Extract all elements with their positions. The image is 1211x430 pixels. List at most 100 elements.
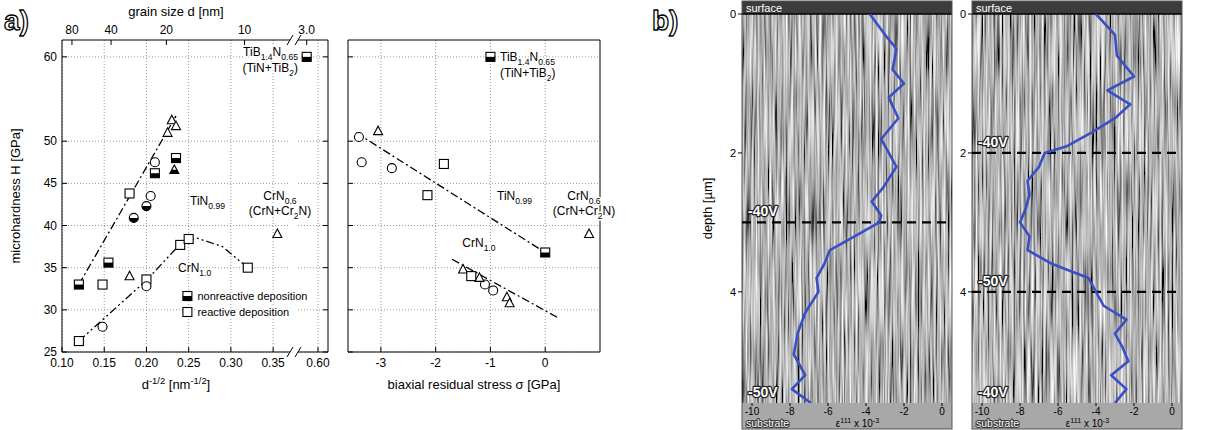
grid-line-y	[348, 183, 600, 184]
grid-line-y	[298, 267, 328, 268]
marker-fill	[170, 170, 179, 174]
x-tick	[62, 347, 63, 352]
y-tick	[348, 56, 353, 57]
image-frame	[972, 1, 1182, 429]
plot-area	[972, 14, 1182, 403]
y-tick	[348, 225, 353, 226]
point	[150, 158, 159, 167]
text-part: CrN	[178, 261, 199, 275]
point	[475, 273, 484, 282]
text-part: -1/2	[190, 375, 206, 386]
text-part: -1	[485, 356, 496, 370]
text-part: ]	[207, 377, 211, 392]
axis-break	[295, 347, 301, 357]
annotation: TiB1.4N0.65	[500, 50, 555, 67]
grid-line-x	[545, 40, 546, 352]
point	[176, 240, 185, 249]
text-part: CrN	[263, 189, 284, 203]
point	[98, 280, 107, 289]
text-part: 0.99	[208, 201, 225, 211]
marker-fill	[183, 296, 192, 301]
panel-label: a)	[4, 5, 29, 36]
point	[125, 189, 134, 198]
text-part: 0.99	[515, 196, 532, 206]
text-part: TiB	[243, 45, 261, 59]
text-part: surface	[976, 2, 1012, 14]
marker-outline	[387, 164, 396, 173]
point	[505, 298, 514, 307]
marker-fill	[142, 206, 151, 211]
x-tick-label: 0	[939, 406, 945, 417]
legend-marker	[183, 308, 192, 317]
marker-outline	[273, 229, 282, 238]
grid-line-x	[490, 40, 491, 352]
y-tick	[62, 141, 67, 142]
y-tick	[968, 152, 972, 153]
y-tick	[62, 267, 67, 268]
y-tick-label: 35	[44, 261, 58, 275]
grid-line-y	[348, 309, 600, 310]
text-part: TiB	[500, 50, 518, 64]
image-panel-3: surface024-10-8-6-4-20substrateε111 x 10…	[700, 1, 952, 429]
point	[74, 280, 83, 289]
grid-line-x	[104, 40, 105, 352]
grid-line-y	[348, 267, 600, 268]
annotation: (TiN+TiB2)	[242, 61, 298, 78]
x2-tick-label: 3.0	[298, 23, 315, 37]
x-tick	[188, 347, 189, 352]
text-part: -6	[1054, 406, 1063, 417]
point	[142, 202, 151, 211]
text-part: N)	[603, 204, 616, 218]
x-tick-label: -6	[1054, 406, 1063, 417]
text-part: 50	[44, 134, 58, 148]
y-tick	[738, 14, 742, 15]
fit-line	[452, 259, 559, 318]
text-part: -1/2	[149, 375, 165, 386]
y-tick-label: 40	[44, 219, 58, 233]
text-part: 40	[104, 23, 118, 37]
text-part: 30	[44, 303, 58, 317]
x-tick-label: -8	[786, 406, 795, 417]
y-tick	[62, 352, 67, 353]
x-tick-label: 0.35	[261, 356, 285, 370]
y-tick	[62, 56, 67, 57]
layer-label: -40V	[978, 384, 1008, 400]
marker-fill	[104, 263, 113, 268]
y-tick	[323, 352, 328, 353]
text-part: 20	[160, 23, 174, 37]
point	[125, 271, 134, 280]
point	[541, 248, 550, 257]
annotation: (TiN+TiB2)	[500, 66, 556, 83]
x-tick-label: -1	[485, 356, 496, 370]
text-part: )	[294, 61, 298, 75]
substrate-label: substrate	[976, 417, 1019, 429]
point	[74, 337, 83, 346]
x-axis-title: d-1/2 [nm-1/2]	[142, 375, 210, 392]
x-tick	[273, 347, 274, 352]
point	[585, 229, 594, 238]
y-tick	[348, 352, 353, 353]
x2-tick	[111, 40, 112, 45]
marker-outline	[176, 240, 185, 249]
x-tick-label: -4	[862, 406, 871, 417]
grid-line-y	[348, 352, 600, 353]
frame-right	[328, 40, 329, 352]
y-tick	[738, 152, 742, 153]
y-tick	[738, 291, 742, 292]
substrate-label: substrate	[746, 417, 789, 429]
text-part: -10	[745, 406, 760, 417]
marker-outline	[74, 280, 83, 289]
annotation: TiN0.99	[190, 194, 225, 211]
x-tick-label: -2	[1130, 406, 1139, 417]
annotation: CrN1.0	[178, 261, 211, 278]
figure: 253035404550600.100.150.200.250.300.3580…	[0, 0, 1211, 430]
surface-strip	[742, 1, 952, 14]
x2-tick-label: 40	[104, 23, 118, 37]
text-part: substrate	[976, 417, 1019, 429]
point	[357, 158, 366, 167]
text-part: x 10	[1081, 418, 1103, 429]
point	[374, 126, 383, 135]
marker-outline	[467, 272, 476, 281]
frame-top	[298, 40, 328, 41]
x-tick-label: 0.15	[93, 356, 117, 370]
